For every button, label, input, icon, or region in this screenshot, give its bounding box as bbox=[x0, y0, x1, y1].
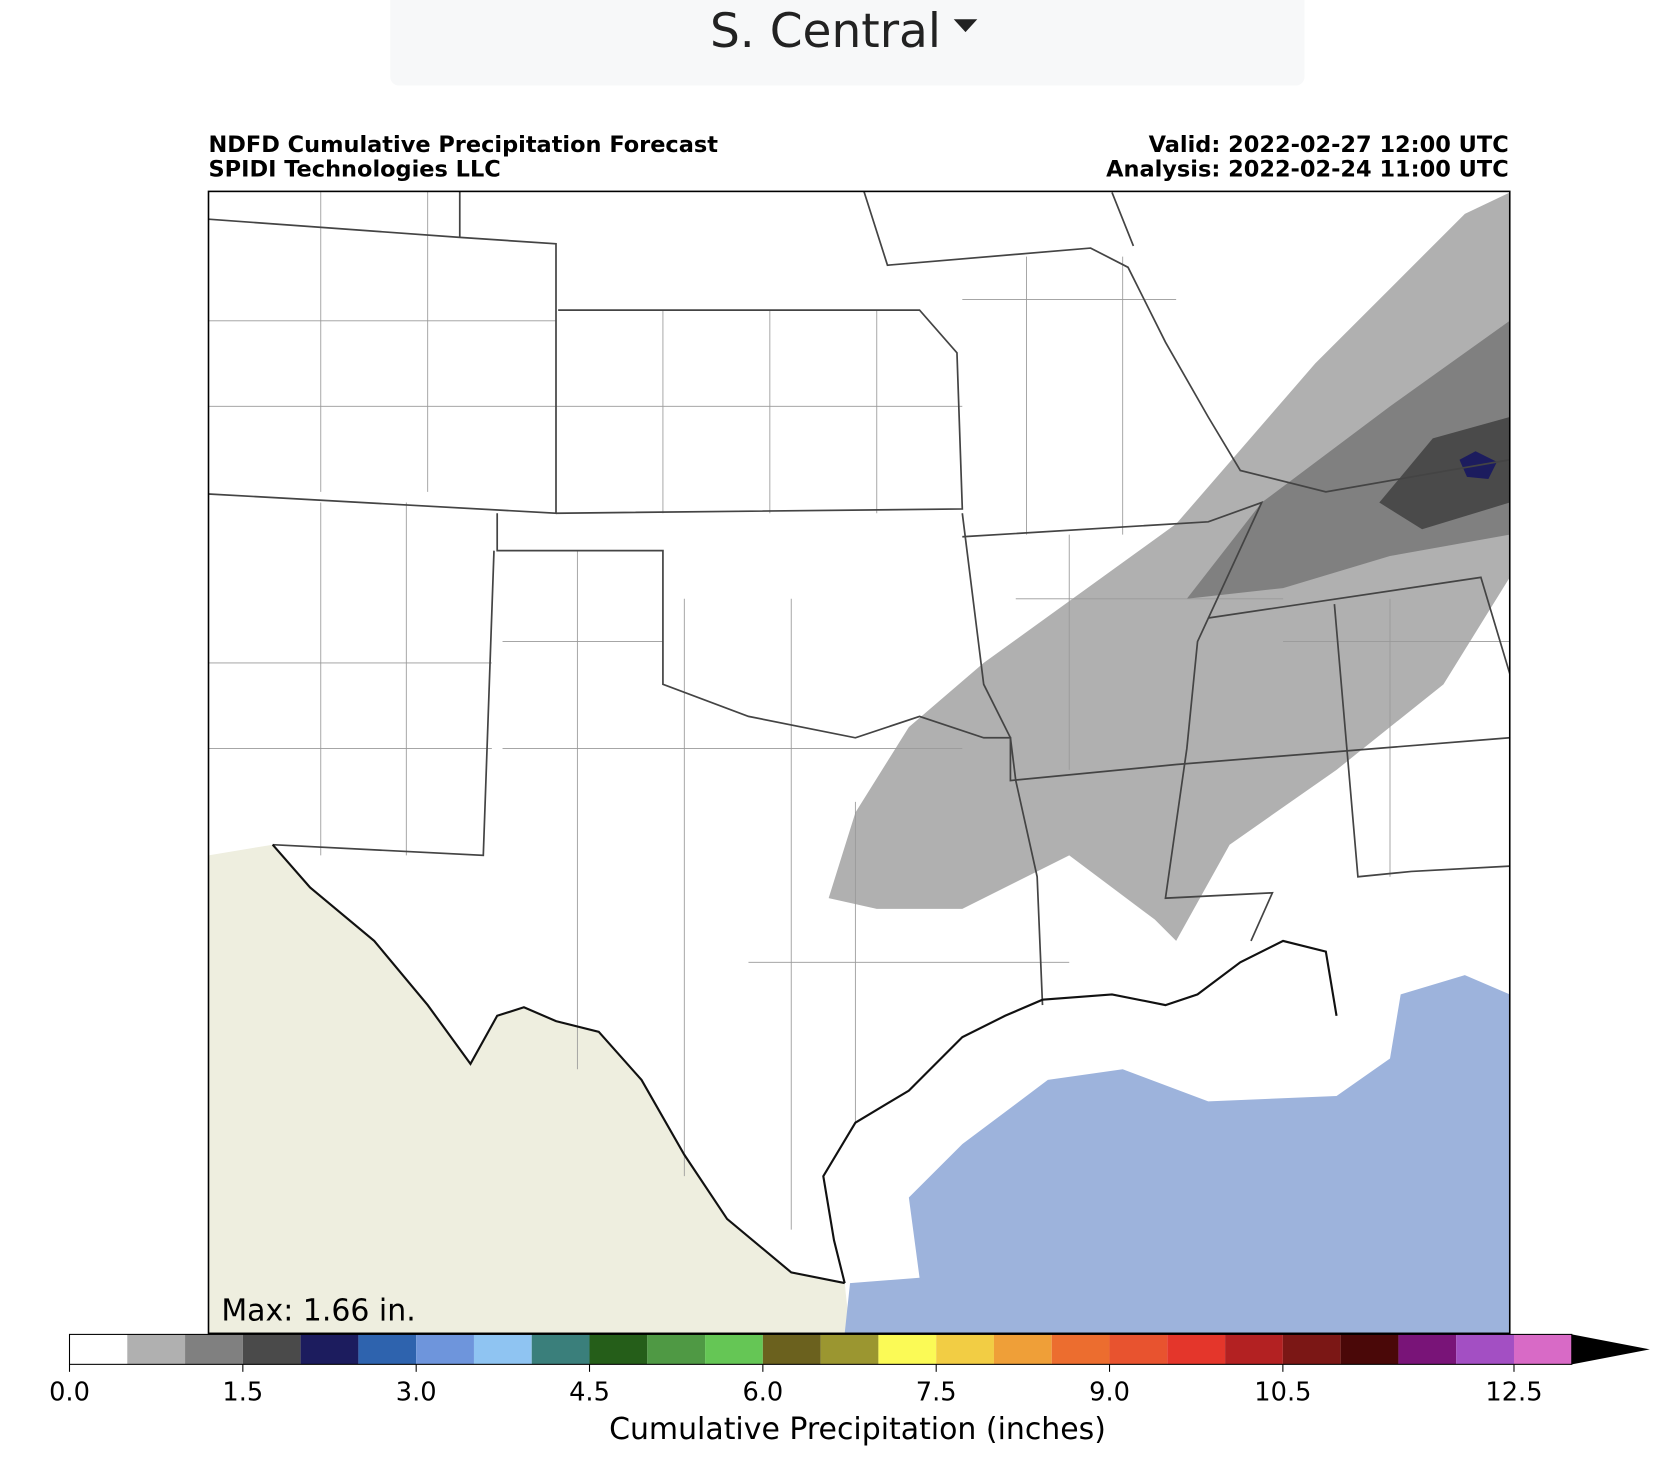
colorbar-segment bbox=[69, 1334, 128, 1365]
colorbar-segment bbox=[473, 1334, 532, 1365]
colorbar-segment bbox=[589, 1334, 648, 1365]
colorbar-tick-label: 4.5 bbox=[569, 1378, 610, 1408]
colorbar-segment bbox=[1282, 1334, 1341, 1365]
colorbar: 0.0 1.5 3.0 4.5 6.0 7.5 9.0 10.5 12.5 bbox=[49, 1333, 1650, 1408]
colorbar-segment bbox=[1340, 1334, 1399, 1365]
dropdown-caret[interactable] bbox=[953, 19, 978, 33]
colorbar-segment bbox=[705, 1334, 763, 1365]
colorbar-segment bbox=[242, 1334, 301, 1365]
colorbar-tick-label: 12.5 bbox=[1485, 1378, 1542, 1408]
colorbar-tick-label: 3.0 bbox=[396, 1378, 437, 1408]
colorbar-tick-label: 0.0 bbox=[49, 1378, 90, 1408]
colorbar-segment bbox=[878, 1334, 937, 1365]
colorbar-tick-label: 6.0 bbox=[742, 1378, 783, 1408]
colorbar-segment bbox=[1225, 1334, 1283, 1365]
colorbar-segment bbox=[1109, 1334, 1168, 1365]
colorbar-segment bbox=[531, 1334, 590, 1365]
colorbar-segment bbox=[127, 1334, 186, 1365]
map bbox=[207, 190, 1511, 1335]
colorbar-frame bbox=[68, 1333, 1573, 1365]
colorbar-segment bbox=[1513, 1334, 1572, 1365]
colorbar-extend bbox=[1571, 1334, 1650, 1365]
colorbar-segment bbox=[993, 1334, 1052, 1365]
colorbar-segment bbox=[936, 1334, 994, 1365]
colorbar-segment bbox=[358, 1334, 417, 1365]
colorbar-segment bbox=[1167, 1334, 1226, 1365]
colorbar-segment bbox=[762, 1334, 821, 1365]
max-label: Max: 1.66 in. bbox=[221, 1294, 415, 1329]
colorbar-tick-label: 10.5 bbox=[1254, 1378, 1311, 1408]
colorbar-label: Cumulative Precipitation (inches) bbox=[609, 1412, 1106, 1447]
colorbar-segment bbox=[647, 1334, 706, 1365]
dropdown-label[interactable]: S. Central bbox=[710, 4, 941, 59]
valid-time: Valid: 2022-02-27 12:00 UTC bbox=[1149, 132, 1509, 158]
colorbar-segment bbox=[1051, 1334, 1110, 1365]
region-dropdown[interactable] bbox=[390, 0, 1305, 86]
colorbar-tick-label: 9.0 bbox=[1089, 1378, 1130, 1408]
colorbar-segment bbox=[1456, 1334, 1514, 1365]
colorbar-tick-label: 7.5 bbox=[916, 1378, 957, 1408]
colorbar-tick-label: 1.5 bbox=[222, 1378, 263, 1408]
colorbar-segment bbox=[820, 1334, 879, 1365]
analysis-time: Analysis: 2022-02-24 11:00 UTC bbox=[1106, 156, 1509, 182]
colorbar-segment bbox=[416, 1334, 474, 1365]
map-subtitle: SPIDI Technologies LLC bbox=[209, 156, 501, 182]
colorbar-segment bbox=[1398, 1334, 1457, 1365]
colorbar-segment bbox=[300, 1334, 359, 1365]
map-title: NDFD Cumulative Precipitation Forecast bbox=[209, 132, 719, 158]
colorbar-segment bbox=[185, 1334, 243, 1365]
